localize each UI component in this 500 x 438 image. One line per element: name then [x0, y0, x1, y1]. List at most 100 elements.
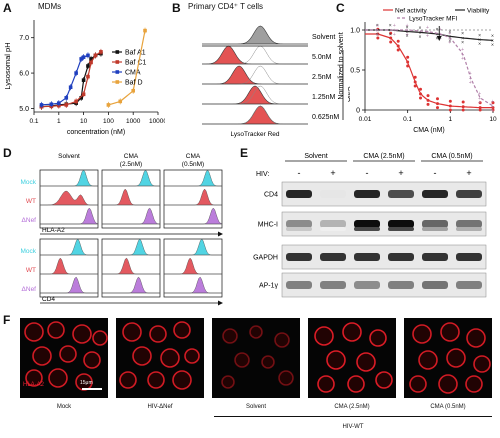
data-point [435, 97, 439, 101]
data-point [419, 87, 423, 91]
data-point [461, 100, 465, 104]
x-tick-label: 0.1 [403, 116, 412, 123]
data-point [81, 92, 86, 97]
hiv-sign: - [366, 168, 369, 178]
hiv-sign: + [330, 168, 335, 178]
blot-band [388, 281, 414, 289]
cell-0 [222, 328, 238, 344]
data-point [39, 103, 44, 107]
data-point: + [376, 28, 379, 34]
flow-histogram [102, 238, 160, 256]
flow-histogram [102, 207, 161, 225]
data-point: + [491, 108, 494, 114]
blot-band [286, 190, 312, 198]
cell-9 [92, 330, 108, 346]
data-point [86, 53, 90, 58]
flow-histogram [164, 169, 222, 187]
data-point: + [439, 27, 442, 33]
group-header-2: CMA (0.5nM) [431, 153, 472, 160]
histogram-2 [202, 65, 308, 85]
blot-strip-3 [281, 272, 487, 298]
cell-0 [24, 322, 44, 342]
data-point [491, 101, 495, 105]
blot-strip-0 [281, 181, 487, 207]
blot-band [320, 190, 346, 198]
data-point: × [406, 25, 409, 31]
blot-band [320, 281, 346, 289]
data-point [396, 44, 400, 48]
data-point: + [426, 25, 429, 31]
condition-header-2: (0.5nM) [182, 161, 204, 168]
data-point [86, 64, 90, 68]
data-point: × [376, 23, 379, 29]
histogram-1 [202, 45, 308, 65]
panel-letter-a: A [3, 1, 12, 15]
axis-arrow-head [218, 231, 223, 237]
micrograph-solvent [212, 318, 300, 398]
y-tick-label: 1.0 [350, 28, 360, 35]
data-point [406, 55, 410, 59]
flow-histogram [40, 169, 98, 187]
blot-band-secondary [286, 227, 312, 231]
legend-label: CMA [125, 70, 141, 77]
data-point [448, 99, 452, 103]
y-tick-label: 6.0 [19, 71, 29, 78]
cell-2 [466, 328, 486, 348]
condition-header-0: Solvent [58, 153, 80, 160]
data-point [74, 99, 78, 104]
data-point: × [376, 28, 379, 34]
y-tick-label: 5.0 [19, 106, 29, 113]
blot-band [354, 190, 380, 198]
x-tick-label: 10000 [149, 118, 165, 125]
cell-8 [465, 375, 483, 393]
cell-7 [147, 371, 165, 389]
flow-histogram [40, 190, 98, 206]
data-point: × [419, 30, 422, 36]
cell-6 [278, 370, 294, 386]
row-label: WT [26, 267, 36, 274]
data-point: × [478, 42, 481, 48]
data-point [86, 74, 90, 79]
data-point: × [491, 42, 494, 48]
blot-band-secondary [320, 227, 346, 231]
data-point: × [419, 26, 422, 32]
data-point: + [393, 23, 396, 29]
blot-band [388, 220, 414, 228]
x-tick-label: 1000 [126, 118, 141, 125]
data-point: + [461, 56, 464, 62]
cell-4 [261, 355, 275, 369]
legend-label: Baf C1 [125, 60, 147, 67]
data-point: + [376, 32, 379, 38]
panel-b-title: Primary CD4⁺ T cells [188, 2, 264, 11]
series-line-3 [108, 30, 146, 106]
row-label: ΔNef [22, 286, 37, 293]
micrograph-cma-2-5 [308, 318, 396, 398]
hiv-label: HIV: [256, 171, 269, 178]
data-point [143, 28, 147, 33]
cell-8 [172, 370, 192, 390]
data-point [478, 106, 482, 110]
series-curve-1 [365, 29, 494, 41]
panel-d-flow: Solvent CMA(2.5nM)CMA(0.5nM)MockWTΔNefHLA… [20, 153, 223, 306]
cell-0 [412, 324, 432, 344]
data-point: + [478, 96, 481, 102]
data-point [68, 85, 73, 90]
arrow-head [436, 36, 442, 41]
data-point [448, 108, 452, 112]
flow-histogram [164, 238, 222, 256]
x-axis-label: concentration (nM) [67, 129, 125, 136]
blot-band-secondary [354, 227, 380, 231]
panel-e-western: Solvent CMA (2.5nM) CMA (0.5nM) HIV: - + - + - + C… [253, 153, 487, 298]
flow-box [163, 238, 223, 298]
data-point [81, 78, 86, 82]
legend-label: LysoTracker MFI [409, 16, 457, 23]
group-header-1: CMA (2.5nM) [363, 153, 404, 160]
data-point: + [478, 100, 481, 106]
data-point [376, 36, 380, 40]
data-point [413, 84, 417, 88]
blot-band [456, 253, 482, 261]
caption-cma-0-5: CMA (0.5nM) [430, 404, 466, 410]
data-point: × [406, 34, 409, 40]
cell-4 [356, 352, 376, 372]
blot-strip-2 [281, 244, 487, 270]
